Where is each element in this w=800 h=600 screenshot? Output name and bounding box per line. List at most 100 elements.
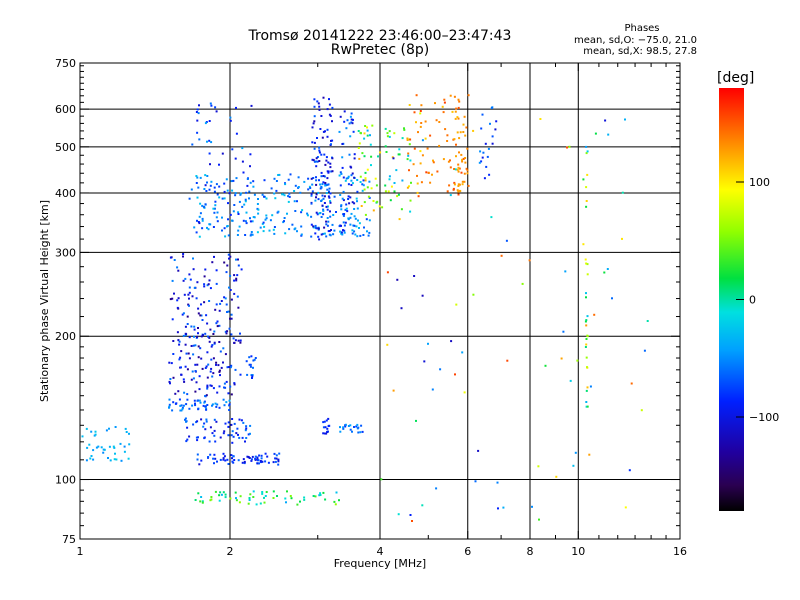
data-point (172, 401, 175, 404)
data-point (400, 307, 403, 310)
data-point (214, 457, 217, 460)
data-point (393, 182, 396, 184)
data-point (366, 230, 368, 233)
data-point (274, 457, 277, 460)
data-point (195, 175, 198, 177)
data-point (311, 141, 314, 144)
data-point (340, 205, 343, 208)
data-point (307, 177, 310, 180)
data-point (108, 445, 111, 448)
data-point (207, 283, 210, 286)
data-point (205, 121, 208, 123)
data-point (254, 457, 257, 460)
data-point (245, 437, 248, 439)
data-point (199, 500, 202, 503)
data-point (584, 346, 587, 348)
data-point (204, 428, 207, 431)
data-point (277, 210, 280, 213)
data-point (215, 420, 218, 423)
data-point (196, 420, 199, 423)
data-point (209, 163, 211, 166)
data-point (191, 295, 194, 298)
data-point (341, 166, 344, 169)
data-point (193, 226, 196, 229)
data-point (215, 183, 218, 186)
data-point (193, 286, 196, 289)
data-point (351, 232, 354, 235)
data-point (208, 120, 211, 122)
data-point (169, 256, 172, 259)
data-point (342, 426, 345, 429)
data-point (201, 501, 204, 504)
data-point (316, 160, 319, 163)
data-point (415, 94, 418, 97)
data-point (313, 147, 316, 150)
data-point (421, 139, 424, 142)
data-point (352, 130, 355, 133)
y-tick-label: 400 (55, 187, 76, 200)
data-point (250, 231, 253, 233)
data-point (204, 203, 207, 206)
data-point (171, 279, 174, 282)
data-point (272, 461, 275, 464)
data-point (198, 138, 201, 141)
data-point (586, 150, 589, 153)
colorbar: [deg] 100 0 −100 (717, 70, 779, 511)
data-point (222, 347, 225, 350)
data-point (344, 179, 347, 182)
data-point (187, 293, 190, 296)
data-point (214, 106, 217, 109)
data-point (179, 356, 182, 359)
data-point (224, 496, 227, 499)
data-point (261, 222, 264, 225)
data-point (297, 176, 300, 179)
data-point (241, 461, 244, 464)
data-point (230, 423, 233, 426)
data-point (210, 498, 213, 501)
data-point (426, 147, 429, 150)
data-point (388, 130, 391, 133)
data-point (228, 257, 230, 260)
data-point (328, 196, 331, 199)
data-point (306, 214, 309, 217)
data-point (584, 258, 587, 261)
data-point (315, 176, 317, 179)
data-point (221, 229, 223, 232)
data-point (178, 340, 181, 343)
data-point (462, 131, 465, 133)
data-point (232, 337, 235, 340)
data-point (340, 172, 343, 175)
data-point (326, 188, 329, 191)
data-point (94, 433, 97, 436)
data-point (406, 186, 409, 189)
data-point (245, 425, 248, 428)
y-tick-label: 100 (55, 474, 76, 487)
data-point (256, 456, 259, 459)
data-point (453, 168, 456, 170)
data-point (176, 306, 179, 309)
data-point (350, 179, 353, 182)
data-point (201, 219, 204, 222)
data-point (241, 160, 244, 163)
data-point (453, 181, 456, 184)
data-point (237, 433, 239, 436)
data-point (466, 172, 469, 175)
data-point (190, 325, 193, 328)
data-point (359, 175, 362, 178)
data-point (521, 282, 524, 285)
data-point (367, 234, 370, 237)
data-point (646, 320, 649, 322)
data-point (322, 209, 325, 212)
data-point (339, 230, 342, 233)
data-point (586, 263, 589, 266)
data-point (311, 126, 314, 129)
data-point (92, 458, 95, 461)
data-point (585, 145, 588, 148)
data-point (327, 171, 330, 174)
data-point (261, 492, 264, 495)
data-point (234, 339, 237, 342)
data-point (386, 135, 389, 138)
data-point (593, 313, 596, 316)
data-point (361, 183, 364, 186)
data-point (246, 373, 249, 376)
